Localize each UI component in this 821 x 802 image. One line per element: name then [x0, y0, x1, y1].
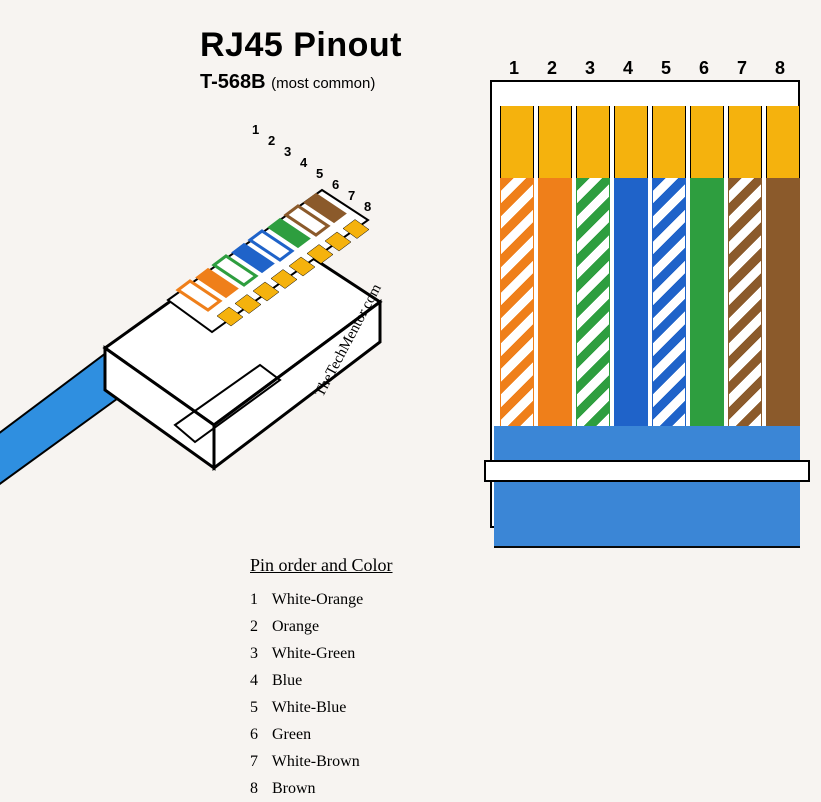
- wire-column: [614, 106, 646, 426]
- wire-column: [500, 106, 532, 426]
- gold-contact: [500, 106, 534, 178]
- iso-pin-number: 1: [252, 122, 259, 137]
- wire-body: [690, 178, 724, 426]
- legend-pin-number: 2: [250, 613, 268, 640]
- gold-contact: [728, 106, 762, 178]
- title-block: RJ45 Pinout T-568B (most common): [200, 26, 402, 94]
- iso-pin-number: 6: [332, 177, 339, 192]
- face-on-diagram: 12345678: [490, 58, 800, 548]
- pin-number: 2: [534, 58, 570, 79]
- iso-pin-number: 4: [300, 155, 308, 170]
- iso-pin-number: 5: [316, 166, 323, 181]
- legend-row: 3 White-Green: [250, 640, 393, 667]
- wire-column: [690, 106, 722, 426]
- legend-color-name: Orange: [268, 618, 319, 635]
- iso-pin-number: 2: [268, 133, 275, 148]
- wire-body: [614, 178, 648, 426]
- legend-row: 5 White-Blue: [250, 694, 393, 721]
- legend-row: 8 Brown: [250, 775, 393, 802]
- legend-list: 1 White-Orange2 Orange3 White-Green4 Blu…: [250, 586, 393, 802]
- connector-housing: [490, 80, 800, 528]
- legend-pin-number: 7: [250, 748, 268, 775]
- pin-number: 3: [572, 58, 608, 79]
- legend-pin-number: 8: [250, 775, 268, 802]
- gold-contact: [538, 106, 572, 178]
- legend-title-post: Color: [352, 555, 393, 575]
- legend-color-name: Brown: [268, 780, 316, 797]
- legend-color-name: White-Orange: [268, 591, 363, 608]
- cable-jacket-face: [494, 426, 800, 548]
- wire-column: [728, 106, 760, 426]
- wire-body: [728, 178, 762, 426]
- legend-title-and: and: [321, 555, 347, 575]
- legend-pin-number: 1: [250, 586, 268, 613]
- wire-body: [538, 178, 572, 426]
- pin-number: 6: [686, 58, 722, 79]
- legend-title-pre: Pin order: [250, 555, 317, 575]
- pin-order-legend: Pin order and Color 1 White-Orange2 Oran…: [250, 555, 393, 802]
- wire-column: [576, 106, 608, 426]
- legend-row: 2 Orange: [250, 613, 393, 640]
- page-title: RJ45 Pinout: [200, 26, 402, 65]
- pin-number-row: 12345678: [490, 58, 800, 80]
- legend-pin-number: 5: [250, 694, 268, 721]
- wire-column: [766, 106, 798, 426]
- gold-contact: [690, 106, 724, 178]
- iso-pin-number: 8: [364, 199, 371, 214]
- pin-number: 1: [496, 58, 532, 79]
- gold-contact: [614, 106, 648, 178]
- wire-body: [576, 178, 610, 426]
- legend-row: 4 Blue: [250, 667, 393, 694]
- pin-number: 8: [762, 58, 798, 79]
- iso-pin-number: 7: [348, 188, 355, 203]
- gold-contact: [766, 106, 800, 178]
- legend-title: Pin order and Color: [250, 555, 393, 576]
- legend-pin-number: 6: [250, 721, 268, 748]
- wire-body: [652, 178, 686, 426]
- gold-contact: [652, 106, 686, 178]
- legend-color-name: Green: [268, 726, 311, 743]
- legend-row: 7 White-Brown: [250, 748, 393, 775]
- legend-color-name: Blue: [268, 672, 302, 689]
- pin-number: 5: [648, 58, 684, 79]
- pin-number: 7: [724, 58, 760, 79]
- legend-color-name: White-Blue: [268, 699, 346, 716]
- legend-row: 6 Green: [250, 721, 393, 748]
- iso-pin-number: 3: [284, 144, 291, 159]
- connector-illustration: 12345678: [0, 90, 470, 570]
- legend-color-name: White-Brown: [268, 753, 360, 770]
- clip-bar: [484, 460, 810, 482]
- wire-column: [538, 106, 570, 426]
- legend-pin-number: 3: [250, 640, 268, 667]
- legend-color-name: White-Green: [268, 645, 355, 662]
- pin-number: 4: [610, 58, 646, 79]
- wire-column: [652, 106, 684, 426]
- legend-pin-number: 4: [250, 667, 268, 694]
- gold-contact: [576, 106, 610, 178]
- wire-body: [766, 178, 800, 426]
- wire-body: [500, 178, 534, 426]
- legend-row: 1 White-Orange: [250, 586, 393, 613]
